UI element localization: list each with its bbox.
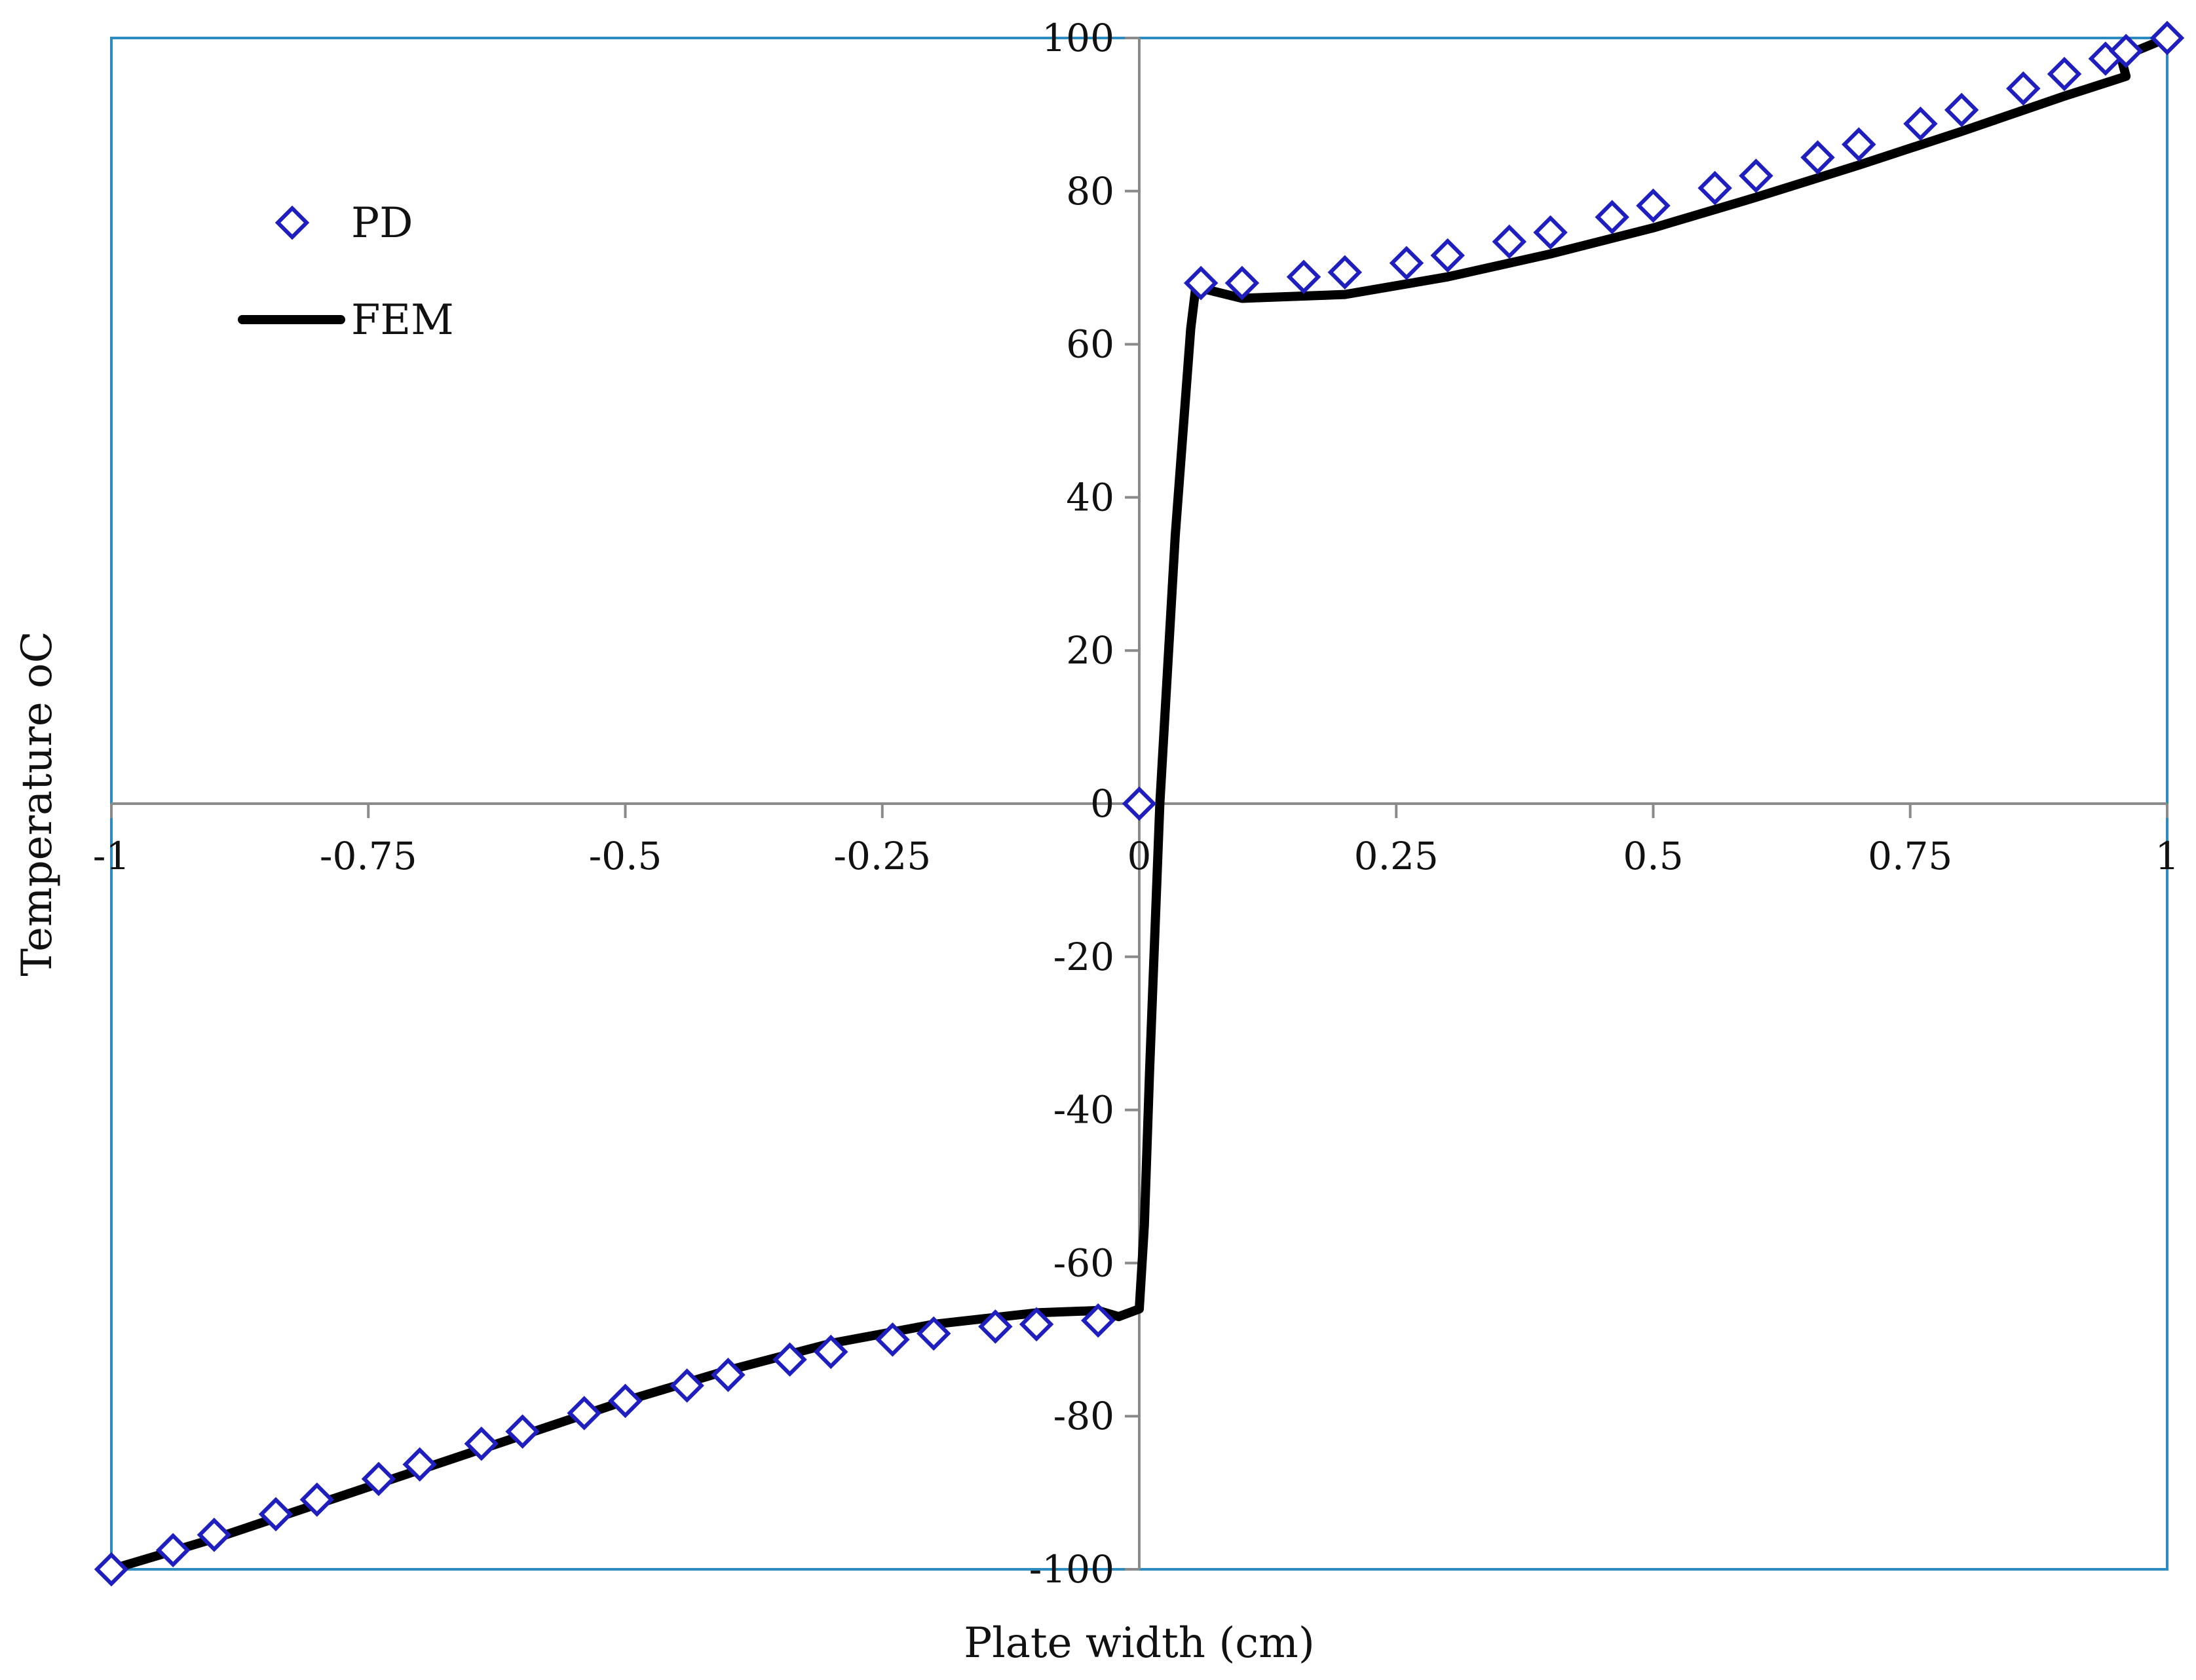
- legend-label-pd: PD: [351, 199, 413, 248]
- data-point-pd: [1595, 200, 1629, 234]
- y-tick-label: -20: [1053, 935, 1114, 979]
- data-point-pd: [608, 1383, 643, 1419]
- data-point-pd: [1903, 106, 1938, 141]
- data-point-pd: [1389, 246, 1424, 280]
- data-point-pd: [505, 1414, 540, 1449]
- data-point-pd: [670, 1368, 704, 1403]
- x-tick-label: 0: [1127, 834, 1152, 878]
- x-tick-label: -0.5: [589, 834, 662, 878]
- data-point-pd: [1430, 238, 1465, 273]
- series-line-fem: [107, 33, 2172, 1574]
- data-point-pd: [197, 1518, 232, 1552]
- data-point-pd: [1327, 255, 1363, 289]
- data-point-pd: [1080, 1303, 1116, 1338]
- data-point-pd: [567, 1396, 601, 1430]
- y-tick-label: -60: [1053, 1241, 1114, 1285]
- data-point-pd: [299, 1482, 335, 1517]
- x-tick-label: 1: [2155, 834, 2180, 878]
- y-tick-label: 0: [1090, 781, 1114, 826]
- y-tick-label: 100: [1042, 16, 1114, 60]
- labels-group: -1 -0.75 -0.5 -0.25 0 0.25 0.5 0.75 1 100 80 60 40 20…: [13, 16, 2179, 1668]
- data-point-pd: [772, 1342, 807, 1377]
- y-tick-label: 80: [1066, 169, 1114, 214]
- data-point-pd: [1800, 140, 1835, 175]
- x-tick-label: 0.75: [1868, 834, 1952, 878]
- data-point-pd: [2047, 56, 2082, 92]
- data-point-pd: [711, 1357, 746, 1392]
- data-point-pd: [2006, 71, 2041, 106]
- data-point-pd: [155, 1533, 191, 1568]
- data-point-pd: [1636, 188, 1671, 223]
- y-tick-label: -40: [1053, 1088, 1114, 1132]
- data-point-pd: [1739, 159, 1773, 193]
- data-point-pd: [402, 1447, 437, 1482]
- data-point-pd: [978, 1309, 1013, 1344]
- data-point-pd: [2149, 20, 2185, 56]
- data-point-pd: [1286, 259, 1321, 294]
- data-point-pd: [464, 1427, 499, 1461]
- data-point-pd: [814, 1334, 848, 1370]
- data-point-pd: [1183, 265, 1219, 301]
- data-point-pd: [1533, 215, 1568, 250]
- legend-marker-pd: [274, 205, 310, 240]
- x-tick-label: 0.25: [1354, 834, 1439, 878]
- series-group: [94, 20, 2185, 1587]
- data-point-pd: [1842, 127, 1876, 162]
- data-point-pd: [2108, 33, 2144, 69]
- legend: PD FEM: [238, 199, 454, 345]
- data-point-pd: [875, 1322, 910, 1357]
- y-tick-label: 60: [1066, 322, 1114, 367]
- legend-label-fem: FEM: [351, 296, 454, 345]
- data-point-pd: [1122, 786, 1157, 821]
- y-tick-label: -100: [1029, 1547, 1114, 1592]
- data-point-pd: [94, 1552, 129, 1587]
- data-point-pd: [916, 1316, 951, 1351]
- y-axis-title: Temperature oC: [13, 631, 62, 976]
- data-point-pd: [361, 1461, 396, 1497]
- data-point-pd: [1944, 92, 1979, 128]
- x-axis-title: Plate width (cm): [964, 1619, 1315, 1668]
- y-tick-label: -80: [1053, 1394, 1114, 1438]
- data-point-pd: [1697, 170, 1732, 206]
- y-tick-label: 40: [1066, 475, 1114, 519]
- x-tick-label: 0.5: [1623, 834, 1683, 878]
- data-point-pd: [258, 1497, 293, 1532]
- x-tick-label: -1: [93, 834, 130, 878]
- y-tick-label: 20: [1066, 628, 1114, 673]
- x-tick-label: -0.25: [833, 834, 931, 878]
- data-point-pd: [1492, 224, 1527, 259]
- x-tick-label: -0.75: [320, 834, 417, 878]
- data-point-pd: [1224, 265, 1260, 301]
- data-point-pd: [1019, 1307, 1054, 1342]
